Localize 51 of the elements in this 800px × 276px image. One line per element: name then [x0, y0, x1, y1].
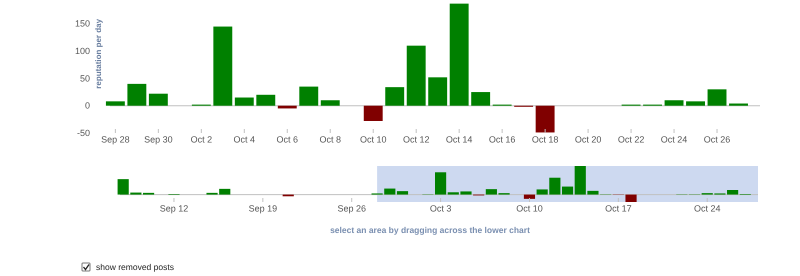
x-tick-label: Sep 28 [101, 134, 130, 144]
x-tick-label: Oct 18 [532, 134, 558, 144]
x-tick-label: Oct 26 [704, 134, 730, 144]
bar [428, 77, 448, 106]
x-tick-label: Sep 12 [160, 203, 188, 214]
y-tick-label: 50 [80, 73, 90, 84]
bar [385, 87, 404, 106]
bar [536, 189, 548, 195]
x-tick-label: Sep 30 [144, 134, 173, 144]
bar [320, 100, 340, 106]
y-axis-title: reputation per day [94, 18, 103, 89]
x-tick-label: Oct 3 [430, 203, 452, 214]
x-tick-label: Oct 10 [360, 134, 386, 144]
bar [127, 84, 146, 106]
bar [234, 98, 254, 106]
y-tick-label: -50 [76, 128, 90, 138]
x-tick-label: Oct 16 [488, 134, 516, 144]
y-tick-label: 0 [84, 100, 90, 111]
y-tick-label: 100 [74, 46, 90, 56]
x-tick-label: Oct 22 [618, 134, 644, 144]
bar [364, 106, 383, 121]
x-tick-label: Oct 4 [234, 134, 256, 144]
bar [278, 106, 297, 108]
bar [471, 92, 490, 106]
bar [708, 89, 726, 106]
bar [148, 94, 168, 106]
bar [450, 4, 469, 106]
bar [686, 101, 705, 106]
bar [256, 94, 276, 106]
bar [299, 86, 318, 106]
x-tick-label: Oct 12 [402, 134, 430, 144]
x-tick-label: Oct 2 [190, 134, 212, 144]
bar [406, 46, 426, 106]
x-tick-label: Oct 24 [694, 203, 720, 214]
bar [213, 26, 232, 106]
bar [536, 106, 555, 132]
x-tick-label: Oct 20 [574, 134, 602, 144]
x-tick-label: Sep 19 [248, 203, 278, 214]
bar [106, 101, 125, 106]
bar [524, 194, 536, 199]
text: show removed posts [96, 262, 174, 272]
bar [664, 100, 684, 106]
x-tick-label: Oct 24 [660, 134, 688, 144]
y-tick-label: 150 [74, 18, 90, 29]
text: select an area by dragging across the lower chart [330, 225, 530, 235]
x-tick-label: Oct 17 [605, 203, 632, 214]
x-tick-label: Oct 8 [319, 134, 342, 144]
x-tick-label: Oct 14 [446, 134, 472, 144]
x-tick-label: Oct 10 [516, 203, 543, 214]
x-tick-label: Oct 6 [276, 134, 298, 144]
x-tick-label: Sep 26 [337, 203, 366, 214]
